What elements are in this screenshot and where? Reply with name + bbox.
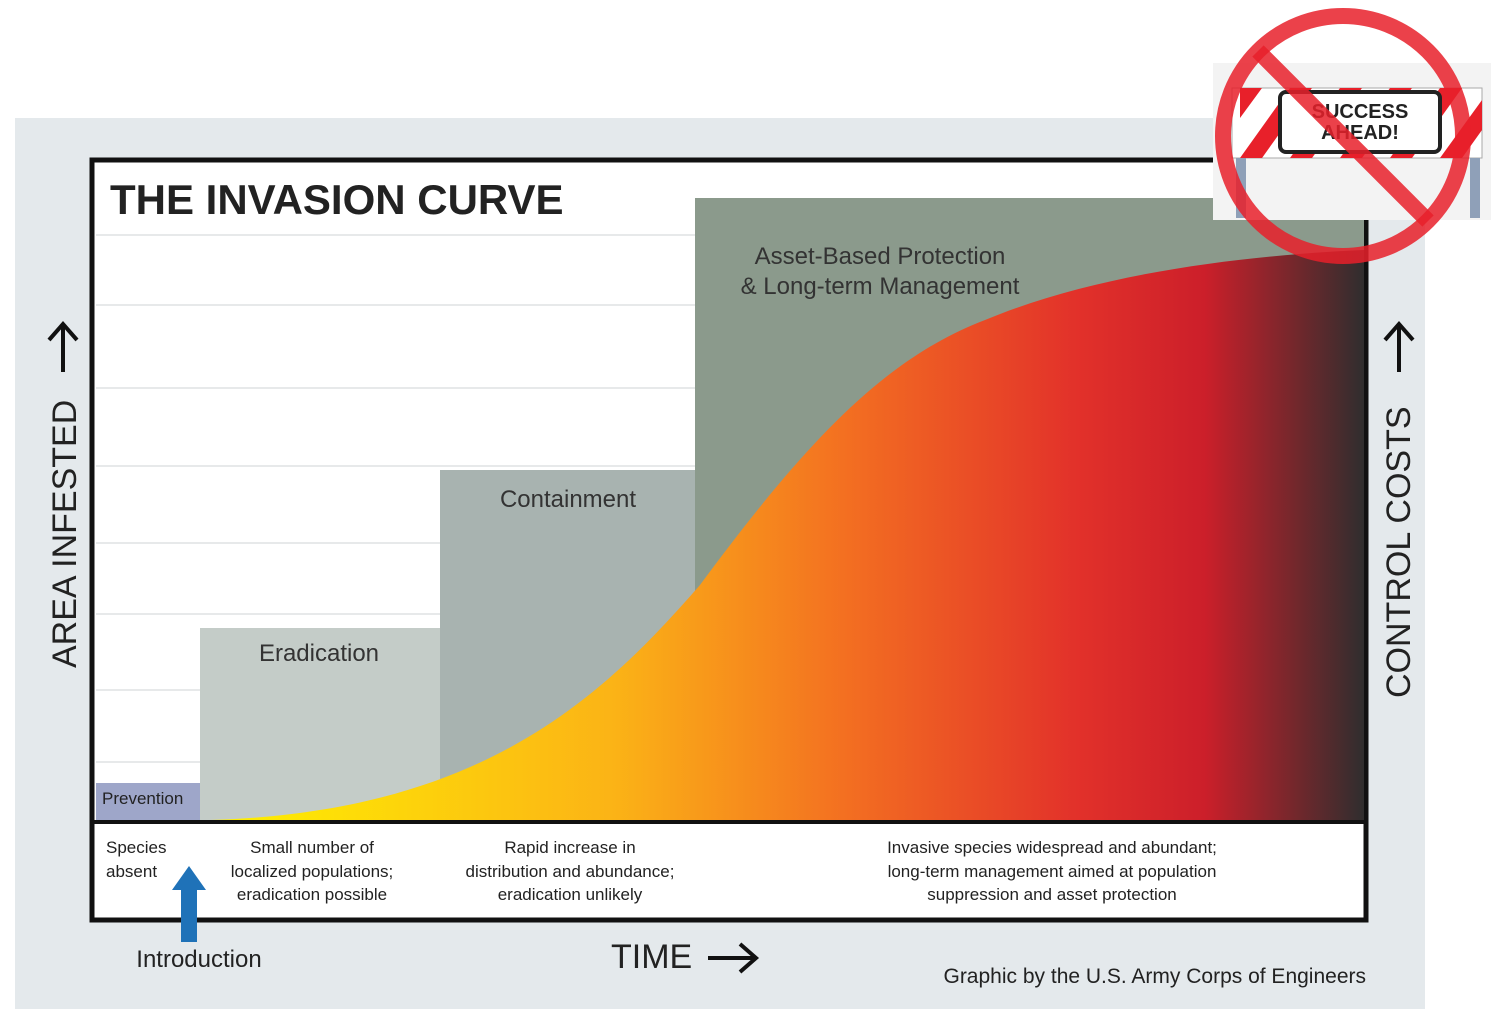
description: Species (106, 838, 166, 857)
description: absent (106, 862, 157, 881)
stage-label: & Long-term Management (741, 273, 1020, 300)
introduction-arrow (172, 866, 206, 942)
credit: Graphic by the U.S. Army Corps of Engine… (943, 965, 1366, 988)
invasion-curve (210, 250, 1364, 822)
introduction-label: Introduction (136, 946, 261, 973)
y-arrow (47, 320, 79, 372)
x-axis-label: TIME (611, 938, 692, 976)
stage-label: Eradication (259, 640, 379, 667)
y-axis-label: AREA INFESTED (46, 400, 84, 668)
description: distribution and abundance; (466, 862, 675, 881)
description: suppression and asset protection (927, 885, 1177, 904)
stage-label: Containment (500, 486, 636, 513)
x-arrow (708, 942, 760, 974)
sign-image: SUCCESS AHEAD! (1213, 8, 1491, 264)
title: THE INVASION CURVE (110, 176, 564, 223)
description: long-term management aimed at population (888, 862, 1217, 881)
description: Invasive species widespread and abundant… (887, 838, 1217, 857)
eradication-block (200, 628, 440, 822)
sign-text: SUCCESS (1312, 101, 1409, 123)
stage-label: Asset-Based Protection (755, 243, 1006, 270)
description: eradication unlikely (498, 885, 643, 904)
y2-axis-label: CONTROL COSTS (1380, 406, 1418, 698)
description: Rapid increase in (504, 838, 635, 857)
description: localized populations; (231, 862, 394, 881)
prevention-block (96, 783, 200, 822)
description: eradication possible (237, 885, 387, 904)
stage-label: Prevention (102, 789, 183, 808)
description: Small number of (250, 838, 374, 857)
y2-arrow (1383, 320, 1415, 372)
